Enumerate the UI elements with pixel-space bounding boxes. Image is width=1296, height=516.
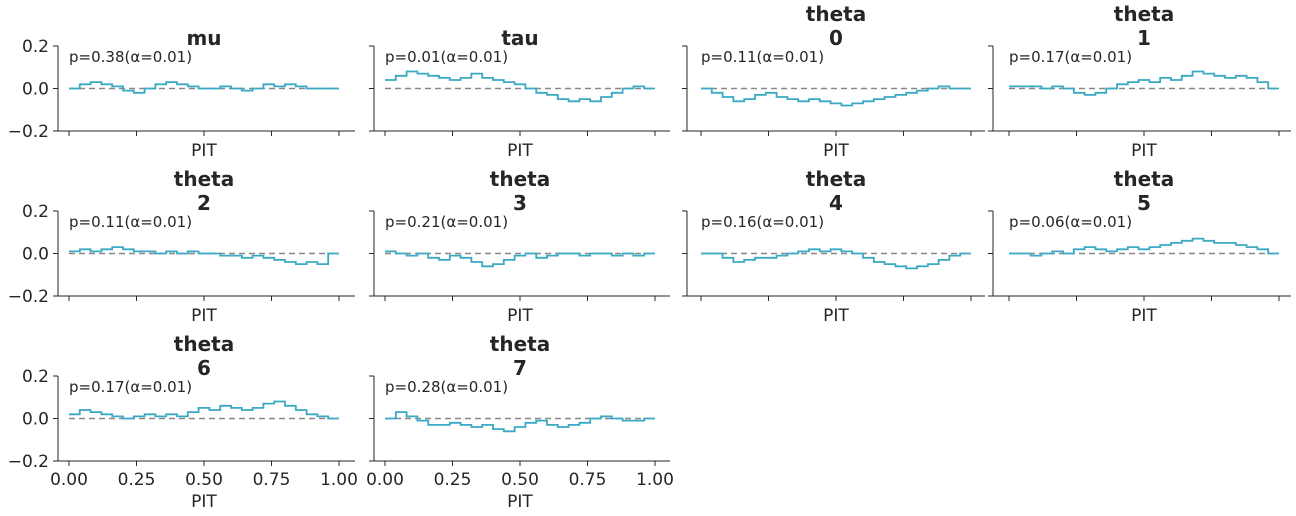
x-tick-label: 0.50 (185, 470, 223, 490)
y-tick-label: 0.0 (22, 80, 49, 100)
p-value-annotation: p=0.17(α=0.01) (69, 378, 192, 396)
subplot-title: theta (490, 332, 550, 356)
subplot-title: theta (1114, 2, 1174, 26)
subplot-2: tau PIT p=0.01(α=0.01) (369, 26, 670, 161)
pit-ecdf-difference-line (385, 411, 655, 433)
x-axis-label: PIT (191, 492, 217, 512)
subplot-title: theta (174, 332, 234, 356)
x-axis-label: PIT (507, 141, 533, 161)
x-tick-label: 1.00 (636, 470, 674, 490)
x-tick-label: 0.50 (501, 470, 539, 490)
p-value-annotation: p=0.16(α=0.01) (701, 213, 824, 231)
y-tick-label: 0.2 (22, 37, 49, 57)
subplot-title-index: 6 (197, 356, 211, 380)
subplot-title-index: 2 (197, 191, 211, 215)
pit-ecdf-difference-line (69, 81, 339, 94)
subplot-title: theta (1114, 167, 1174, 191)
subplot-title: mu (186, 26, 221, 50)
subplot-1: mu −0.2 0.0 0.2 PIT p=0.38(α=0.01) (8, 26, 355, 161)
x-tick-label: 0.75 (569, 470, 607, 490)
x-axis-label: PIT (823, 306, 849, 326)
subplot-title-index: 0 (829, 26, 843, 50)
x-axis-label: PIT (1131, 306, 1157, 326)
p-value-annotation: p=0.06(α=0.01) (1009, 213, 1132, 231)
y-tick-label: 0.2 (22, 367, 49, 387)
subplot-title: theta (174, 167, 234, 191)
p-value-annotation: p=0.01(α=0.01) (385, 48, 508, 66)
subplot-title-index: 7 (513, 356, 527, 380)
pit-ecdf-difference-line (1009, 70, 1279, 96)
subplot-title: theta (806, 167, 866, 191)
subplot-title-index: 4 (829, 191, 843, 215)
pit-ecdf-difference-line (69, 246, 339, 265)
x-tick-label: 0.00 (366, 470, 404, 490)
x-tick-label: 1.00 (320, 470, 358, 490)
y-tick-label: −0.2 (8, 122, 49, 142)
subplot-title-index: 1 (1137, 26, 1151, 50)
x-tick-label: 0.75 (253, 470, 291, 490)
p-value-annotation: p=0.11(α=0.01) (701, 48, 824, 66)
pit-ecdf-difference-line (1009, 237, 1279, 257)
subplot-title-index: 3 (513, 191, 527, 215)
y-tick-label: 0.2 (22, 202, 49, 222)
subplot-title: theta (490, 167, 550, 191)
x-tick-label: 0.25 (118, 470, 156, 490)
p-value-annotation: p=0.28(α=0.01) (385, 378, 508, 396)
pit-ecdf-difference-line (385, 70, 655, 103)
p-value-annotation: p=0.17(α=0.01) (1009, 48, 1132, 66)
x-axis-label: PIT (823, 141, 849, 161)
y-tick-label: −0.2 (8, 452, 49, 472)
x-axis-label: PIT (507, 492, 533, 512)
x-tick-label: 0.00 (50, 470, 88, 490)
y-tick-label: 0.0 (22, 410, 49, 430)
subplot-title-index: 5 (1137, 191, 1151, 215)
p-value-annotation: p=0.38(α=0.01) (69, 48, 192, 66)
x-axis-label: PIT (191, 141, 217, 161)
subplot-title: theta (806, 2, 866, 26)
pit-ecdf-difference-line (69, 400, 339, 420)
subplot-title: tau (501, 26, 538, 50)
x-axis-label: PIT (507, 306, 533, 326)
y-tick-label: −0.2 (8, 287, 49, 307)
x-tick-label: 0.25 (434, 470, 472, 490)
p-value-annotation: p=0.11(α=0.01) (69, 213, 192, 231)
p-value-annotation: p=0.21(α=0.01) (385, 213, 508, 231)
x-axis-label: PIT (191, 306, 217, 326)
pit-ecdf-difference-line (701, 248, 971, 270)
pit-ecdf-difference-line (701, 85, 971, 107)
pit-ecdf-difference-line (385, 250, 655, 268)
x-axis-label: PIT (1131, 141, 1157, 161)
y-tick-label: 0.0 (22, 245, 49, 265)
